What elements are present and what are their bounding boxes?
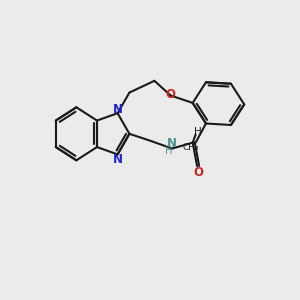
Text: O: O — [193, 166, 203, 178]
Text: H: H — [194, 127, 202, 137]
Text: H: H — [165, 146, 172, 157]
Text: N: N — [113, 103, 123, 116]
Text: O: O — [166, 88, 176, 101]
Text: N: N — [113, 153, 123, 166]
Text: CH₃: CH₃ — [183, 142, 200, 152]
Text: N: N — [167, 137, 177, 150]
